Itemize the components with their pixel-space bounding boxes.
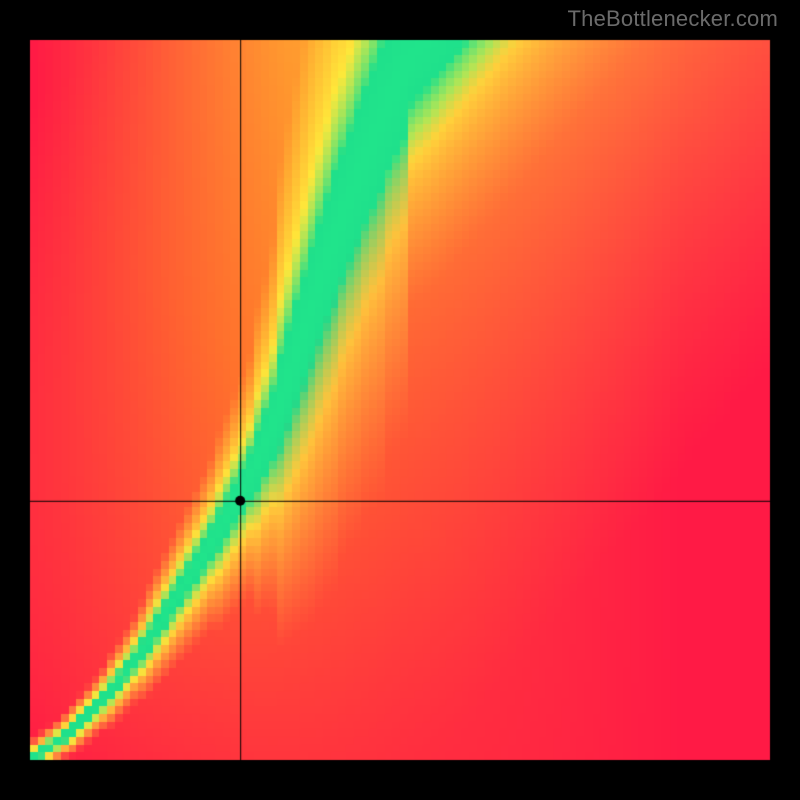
watermark-text: TheBottlenecker.com	[568, 6, 778, 32]
figure-container: TheBottlenecker.com	[0, 0, 800, 800]
heatmap-canvas	[0, 0, 800, 800]
